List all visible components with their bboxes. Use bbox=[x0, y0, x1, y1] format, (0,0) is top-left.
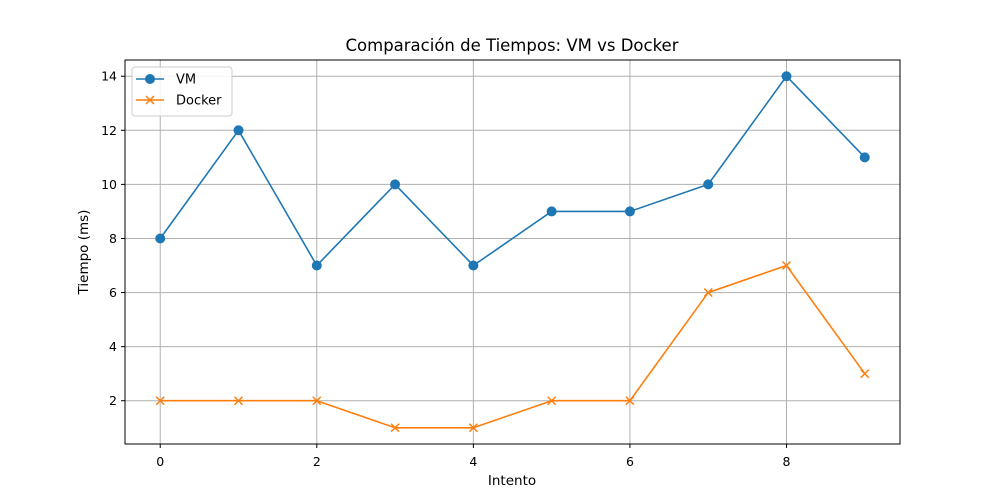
series-vm bbox=[155, 71, 870, 271]
data-point-docker bbox=[468, 423, 478, 433]
series-docker bbox=[155, 260, 870, 433]
axis-ticks: 0 2 4 6 8 2 4 6 8 10 12 14 bbox=[101, 69, 790, 469]
series-line-docker bbox=[160, 264, 866, 429]
x-tick-label: 6 bbox=[626, 454, 634, 469]
x-axis-label: Intento bbox=[488, 473, 536, 489]
series-line-vm bbox=[159, 75, 866, 267]
x-tick-label: 4 bbox=[469, 454, 477, 469]
data-point-vm bbox=[155, 233, 166, 244]
x-tick-label: 8 bbox=[783, 454, 791, 469]
x-tick-label: 0 bbox=[156, 454, 164, 469]
data-point-docker bbox=[703, 288, 713, 298]
data-point-vm bbox=[703, 179, 714, 190]
y-tick-label: 14 bbox=[101, 69, 117, 84]
legend: VM Docker bbox=[131, 66, 233, 117]
data-point-docker bbox=[781, 260, 792, 271]
data-point-docker bbox=[860, 369, 870, 379]
legend-marker-docker bbox=[145, 95, 155, 105]
data-point-docker bbox=[547, 396, 557, 406]
data-point-vm bbox=[546, 206, 557, 217]
y-axis-label: Tiempo (ms) bbox=[76, 210, 92, 296]
plot-area-frame bbox=[124, 59, 901, 445]
data-point-vm bbox=[468, 260, 479, 271]
chart-title: Comparación de Tiempos: VM vs Docker bbox=[346, 36, 679, 55]
data-point-vm bbox=[390, 179, 401, 190]
legend-label-vm: VM bbox=[176, 73, 196, 88]
data-point-vm bbox=[311, 260, 322, 271]
y-tick-label: 2 bbox=[109, 393, 117, 408]
data-point-docker bbox=[155, 396, 165, 406]
legend-marker-vm bbox=[145, 74, 155, 84]
data-point-vm bbox=[624, 206, 635, 217]
data-point-docker bbox=[233, 396, 244, 406]
y-tick-label: 10 bbox=[101, 177, 117, 192]
data-point-docker bbox=[312, 396, 322, 406]
legend-label-docker: Docker bbox=[176, 94, 222, 109]
data-point-vm bbox=[233, 125, 244, 136]
y-tick-label: 8 bbox=[109, 231, 117, 246]
grid-lines bbox=[125, 60, 900, 444]
y-tick-label: 6 bbox=[109, 285, 117, 300]
data-point-docker bbox=[625, 396, 635, 406]
series-layer bbox=[155, 71, 870, 433]
data-point-vm bbox=[859, 152, 870, 163]
x-tick-label: 2 bbox=[313, 454, 321, 469]
data-point-docker bbox=[390, 423, 400, 433]
data-point-vm bbox=[781, 71, 792, 82]
y-tick-label: 4 bbox=[109, 339, 117, 354]
y-tick-label: 12 bbox=[101, 123, 117, 138]
